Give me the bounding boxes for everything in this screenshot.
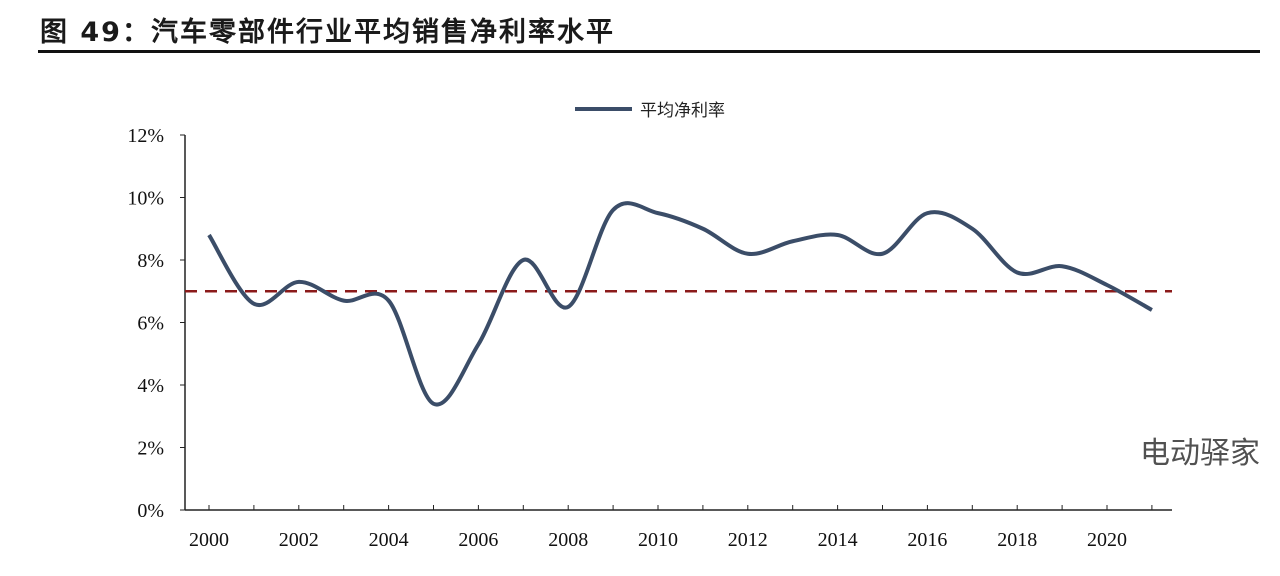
legend-label: 平均净利率	[640, 101, 725, 121]
series-line-net-margin	[207, 201, 1153, 407]
y-tick-label: 12%	[127, 125, 164, 147]
x-tick-label: 2014	[818, 529, 858, 551]
watermark-logo: 电动驿家	[1140, 436, 1260, 472]
x-tick-label: 2000	[189, 529, 229, 551]
x-tick-label: 2010	[638, 529, 678, 551]
x-tick-label: 2006	[458, 529, 498, 551]
y-tick-label: 2%	[137, 438, 164, 460]
y-tick-label: 10%	[127, 188, 164, 210]
y-tick-label: 8%	[137, 250, 164, 272]
y-tick-label: 0%	[137, 500, 164, 522]
x-tick-label: 2018	[997, 529, 1037, 551]
y-tick-label: 4%	[137, 375, 164, 397]
x-tick-label: 2002	[279, 529, 319, 551]
title-rule	[38, 50, 1260, 53]
x-tick-label: 2008	[548, 529, 588, 551]
x-tick-label: 2004	[369, 529, 409, 551]
figure-title: 图 49：汽车零部件行业平均销售净利率水平	[40, 17, 615, 48]
x-tick-label: 2012	[728, 529, 768, 551]
y-tick-label: 6%	[137, 313, 164, 335]
x-tick-label: 2020	[1087, 529, 1127, 551]
x-tick-label: 2016	[907, 529, 947, 551]
watermark-text: 电动驿家	[1140, 436, 1260, 471]
